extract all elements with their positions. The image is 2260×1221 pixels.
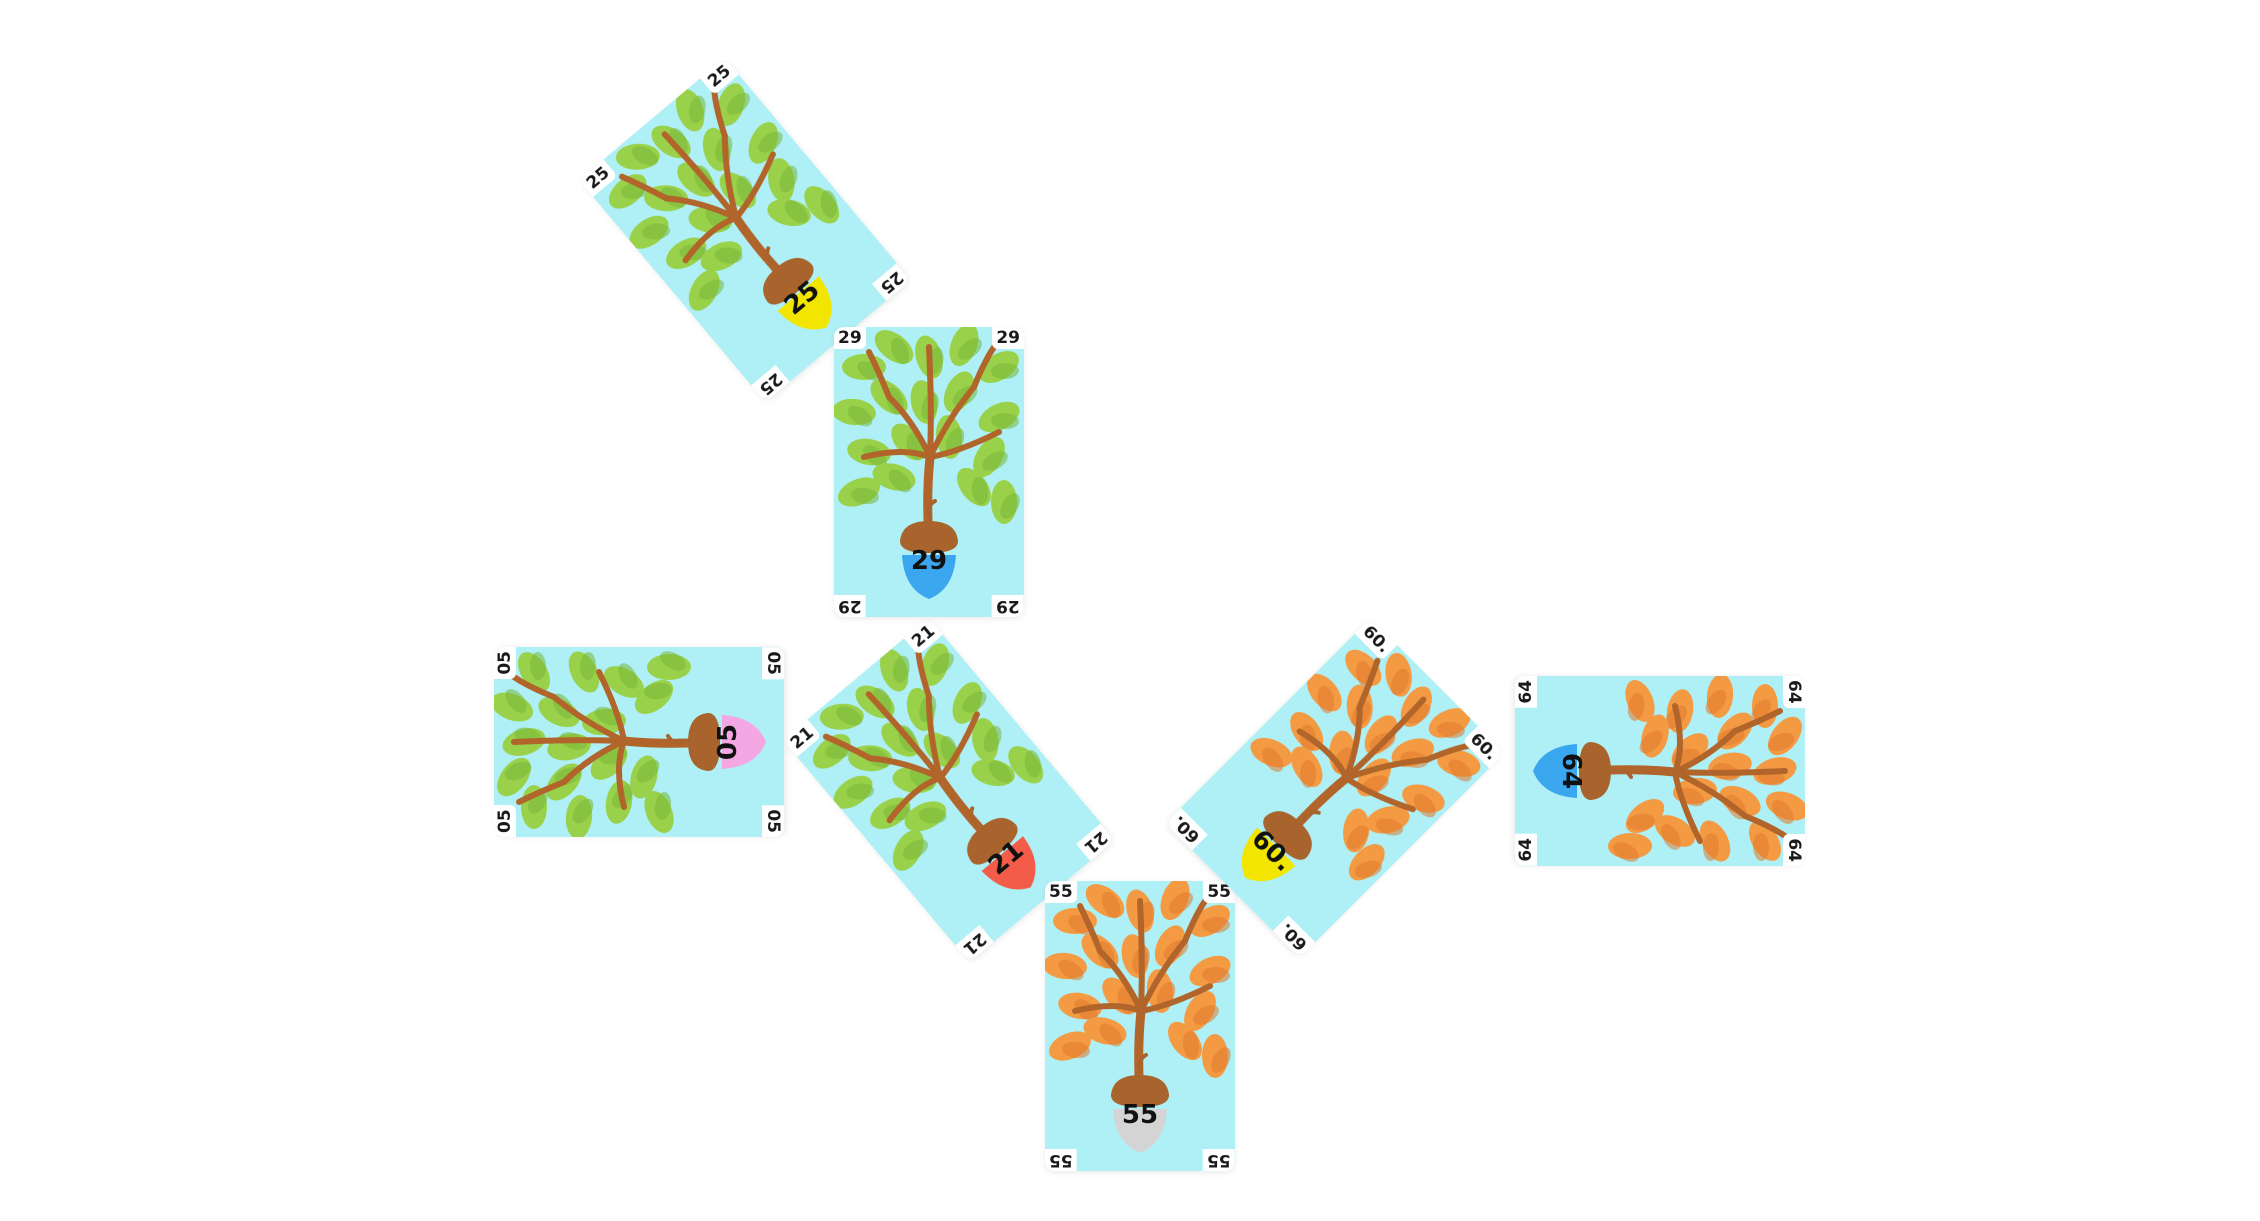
oak-tree-illustration	[1045, 881, 1235, 1171]
acorn-icon	[967, 806, 1036, 890]
card-corner-label: 05	[762, 647, 784, 679]
card-corner-label: 29	[834, 595, 866, 617]
card-corner-label: 55	[1203, 1149, 1235, 1171]
acorn-icon	[1111, 1053, 1169, 1153]
card-corner-label: 29	[834, 327, 866, 349]
card-corner-label: 64	[1515, 834, 1537, 866]
card-corner-label: 29	[992, 595, 1024, 617]
card-55[interactable]: 55 55 55 55 55	[1045, 881, 1235, 1171]
acorn-icon	[763, 246, 832, 330]
card-60[interactable]: 60. 60. 60. 60. 60.	[1165, 618, 1505, 958]
oak-tree-illustration	[834, 327, 1024, 617]
card-corner-label: 55	[1045, 881, 1077, 903]
card-corner-label: 29	[992, 327, 1024, 349]
oak-tree-illustration	[1165, 618, 1505, 958]
card-corner-label: 05	[494, 647, 516, 679]
card-corner-label: 05	[494, 805, 516, 837]
tree-branches	[1281, 657, 1473, 842]
card-25[interactable]: 25 25 25 25 25	[579, 57, 911, 403]
oak-tree-illustration	[783, 617, 1115, 963]
acorn-icon	[1533, 742, 1633, 800]
card-corner-label: 05	[762, 805, 784, 837]
card-corner-label: 55	[1045, 1149, 1077, 1171]
card-64[interactable]: 64 64 64 64 64	[1515, 676, 1805, 866]
card-21[interactable]: 21 21 21 21 21	[783, 617, 1115, 963]
acorn-number: 05	[713, 723, 743, 761]
acorn-number: 64	[1556, 752, 1586, 790]
card-corner-label: 64	[1783, 676, 1805, 708]
acorn-icon	[900, 499, 958, 599]
oak-tree-illustration	[494, 647, 784, 837]
card-29[interactable]: 29 29 29 29 29	[834, 327, 1024, 617]
card-corner-label: 64	[1783, 834, 1805, 866]
card-05[interactable]: 05 05 05 05 05	[494, 647, 784, 837]
oak-tree-illustration	[1515, 676, 1805, 866]
acorn-number: 29	[910, 546, 948, 576]
tree-branches	[1585, 703, 1788, 844]
oak-tree-illustration	[579, 57, 911, 403]
oak-leaves	[834, 327, 1020, 524]
oak-leaves	[1045, 881, 1231, 1078]
acorn-icon	[1241, 810, 1321, 882]
card-corner-label: 55	[1203, 881, 1235, 903]
acorn-number: 55	[1121, 1100, 1159, 1130]
acorn-icon	[666, 713, 766, 771]
card-corner-label: 64	[1515, 676, 1537, 708]
